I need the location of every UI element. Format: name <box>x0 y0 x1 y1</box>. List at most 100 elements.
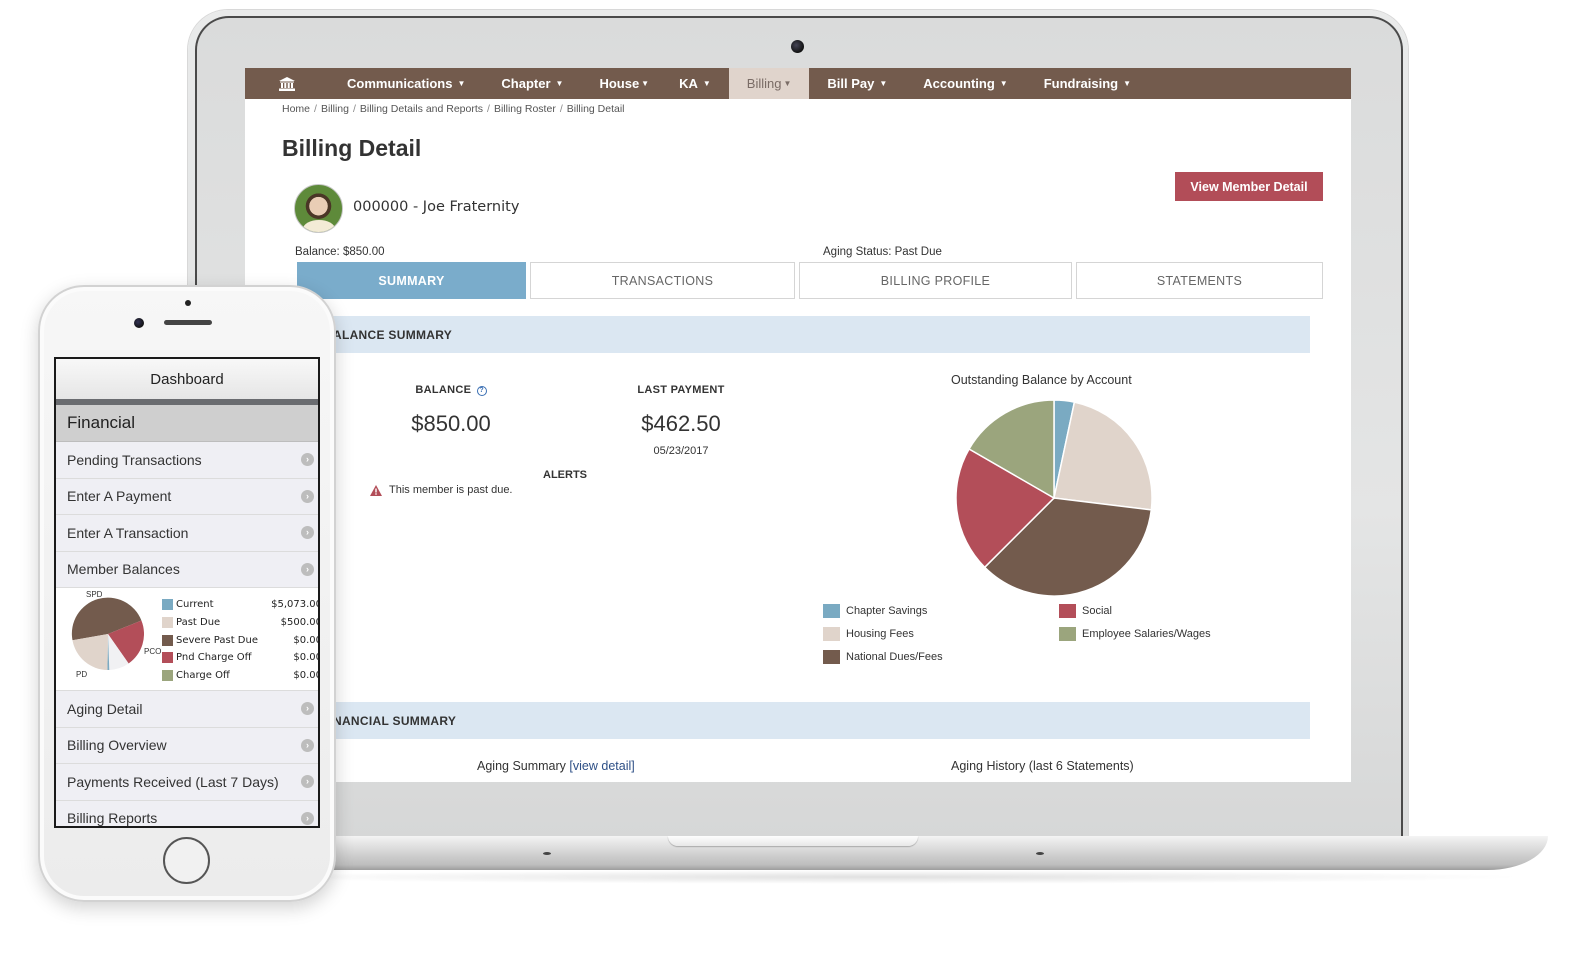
laptop-foot <box>1036 852 1044 855</box>
nav-label: Chapter <box>501 76 551 91</box>
nav-fundraising[interactable]: Fundraising ▼ <box>1026 68 1149 99</box>
nav-ka[interactable]: KA ▼ <box>661 68 729 99</box>
outstanding-balance-pie-chart <box>955 399 1153 597</box>
nav-label: Fundraising <box>1043 76 1119 91</box>
breadcrumb-separator: / <box>314 103 317 115</box>
nav-accounting[interactable]: Accounting ▼ <box>905 68 1025 99</box>
nav-label: Billing <box>746 76 782 91</box>
financial-summary-header: NANCIAL SUMMARY <box>245 702 1310 739</box>
balance-stat: BALANCE ? $850.00 <box>371 384 531 437</box>
aging-history-label: Aging History (last 6 Statements) <box>951 759 1134 773</box>
nav-label: Bill Pay <box>827 76 875 91</box>
caret-down-icon: ▼ <box>457 79 466 88</box>
legend-swatch <box>162 634 173 646</box>
breadcrumb-billing-details-reports[interactable]: Billing Details and Reports <box>359 103 484 115</box>
tab-summary[interactable]: SUMMARY <box>297 262 526 299</box>
mini-label-pco: PCO <box>144 647 162 656</box>
nav-label: House <box>599 76 640 91</box>
legend-item-social[interactable]: Social <box>1059 604 1112 618</box>
legend-swatch <box>1059 604 1076 618</box>
phone-menu-enter-payment[interactable]: Enter A Payment › <box>56 478 318 515</box>
chevron-right-circle-icon: › <box>301 702 314 716</box>
nav-label: Accounting <box>923 76 995 91</box>
avatar <box>294 184 343 233</box>
legend-swatch <box>823 650 840 664</box>
phone-home-button[interactable] <box>163 837 210 884</box>
laptop-notch <box>668 836 918 846</box>
nav-home-button[interactable] <box>245 68 329 99</box>
pie-slice-national-dues[interactable] <box>983 497 1153 597</box>
last-payment-value: $462.50 <box>641 411 721 436</box>
legend-label: Current <box>176 599 214 611</box>
nav-house[interactable]: House ▼ <box>581 68 661 99</box>
tab-transactions[interactable]: TRANSACTIONS <box>530 262 795 299</box>
legend-swatch <box>823 627 840 641</box>
phone-menu-payments-received[interactable]: Payments Received (Last 7 Days) › <box>56 764 318 801</box>
nav-billing[interactable]: Billing ▼ <box>728 68 810 99</box>
balance-stat-label: BALANCE ? <box>371 384 531 396</box>
legend-value: $0.00 <box>293 634 320 646</box>
breadcrumb-separator: / <box>487 103 490 115</box>
legend-value: $0.00 <box>293 670 320 682</box>
chevron-right-circle-icon: › <box>301 775 314 789</box>
legend-swatch <box>823 604 840 618</box>
top-nav: Communications ▼ Chapter ▼ House ▼ KA ▼ Bill… <box>245 68 1351 99</box>
legend-label: Employee Salaries/Wages <box>1082 628 1211 640</box>
phone-menu-label: Billing Overview <box>67 737 167 754</box>
page-title: Billing Detail <box>282 135 422 161</box>
alerts-label: ALERTS <box>543 469 587 481</box>
chevron-right-circle-icon: › <box>301 526 314 540</box>
legend-label: Past Due <box>176 617 221 629</box>
breadcrumb-home[interactable]: Home <box>282 103 311 115</box>
view-member-detail-button[interactable]: View Member Detail <box>1175 172 1323 201</box>
laptop-camera-icon <box>791 40 804 53</box>
mini-slice-pnd-charge-off <box>108 620 145 664</box>
nav-label: Communications <box>347 76 453 91</box>
caret-down-icon: ▼ <box>555 79 564 88</box>
member-balances-chart: SPD PCO PD Current $5,073.00 Past Due $5… <box>56 588 318 691</box>
view-detail-link[interactable]: [view detail] <box>569 759 635 773</box>
phone-menu-label: Aging Detail <box>67 700 143 717</box>
member-balances-legend: Current $5,073.00 Past Due $500.00 Sever… <box>162 596 320 684</box>
laptop-screen: Communications ▼ Chapter ▼ House ▼ KA ▼ Bill… <box>245 68 1351 782</box>
legend-row-past-due: Past Due $500.00 <box>162 614 318 632</box>
phone-menu-billing-overview[interactable]: Billing Overview › <box>56 727 318 764</box>
chevron-right-circle-icon: › <box>301 811 314 825</box>
legend-item-employee-salaries[interactable]: Employee Salaries/Wages <box>1059 627 1211 641</box>
breadcrumb-separator: / <box>559 103 563 115</box>
nav-bill-pay[interactable]: Bill Pay ▼ <box>809 68 905 99</box>
legend-item-national-dues[interactable]: National Dues/Fees <box>823 650 943 664</box>
phone-menu-member-balances[interactable]: Member Balances › <box>56 551 318 588</box>
nav-communications[interactable]: Communications ▼ <box>329 68 483 99</box>
legend-label: Pnd Charge Off <box>176 652 252 664</box>
pie-slice-employee-salaries[interactable] <box>968 399 1055 500</box>
tab-billing-profile[interactable]: BILLING PROFILE <box>799 262 1072 299</box>
balance-label: Balance: $850.00 <box>295 246 385 258</box>
balance-value: $850.00 <box>411 411 491 436</box>
phone-menu-aging-detail[interactable]: Aging Detail › <box>56 691 318 728</box>
laptop-shadow <box>230 870 1530 884</box>
mini-label-spd: SPD <box>86 590 103 599</box>
caret-down-icon: ▼ <box>879 79 888 88</box>
alert-item: This member is past due. <box>370 484 513 496</box>
breadcrumb: Home / Billing / Billing Details and Repor… <box>282 103 625 115</box>
chevron-right-circle-icon: › <box>301 562 314 576</box>
breadcrumb-billing[interactable]: Billing <box>320 103 349 115</box>
nav-chapter[interactable]: Chapter ▼ <box>483 68 581 99</box>
member-name: 000000 - Joe Fraternity <box>353 199 520 215</box>
phone-menu-billing-reports[interactable]: Billing Reports › <box>56 800 318 826</box>
balance-summary-header: ALANCE SUMMARY <box>245 316 1310 353</box>
mini-slice-current <box>107 634 110 671</box>
tab-statements[interactable]: STATEMENTS <box>1076 262 1323 299</box>
pie-slice-housing-fees[interactable] <box>1053 401 1153 511</box>
breadcrumb-billing-roster[interactable]: Billing Roster <box>493 103 556 115</box>
warning-triangle-icon <box>370 484 382 496</box>
legend-value: $5,073.00 <box>271 599 320 611</box>
legend-item-housing-fees[interactable]: Housing Fees <box>823 627 914 641</box>
help-icon[interactable]: ? <box>476 386 487 396</box>
legend-item-chapter-savings[interactable]: Chapter Savings <box>823 604 927 618</box>
pie-slice-social[interactable] <box>955 447 1056 569</box>
phone-menu-enter-transaction[interactable]: Enter A Transaction › <box>56 515 318 552</box>
phone-menu-pending-transactions[interactable]: Pending Transactions › <box>56 442 318 479</box>
legend-label: Chapter Savings <box>846 605 928 617</box>
